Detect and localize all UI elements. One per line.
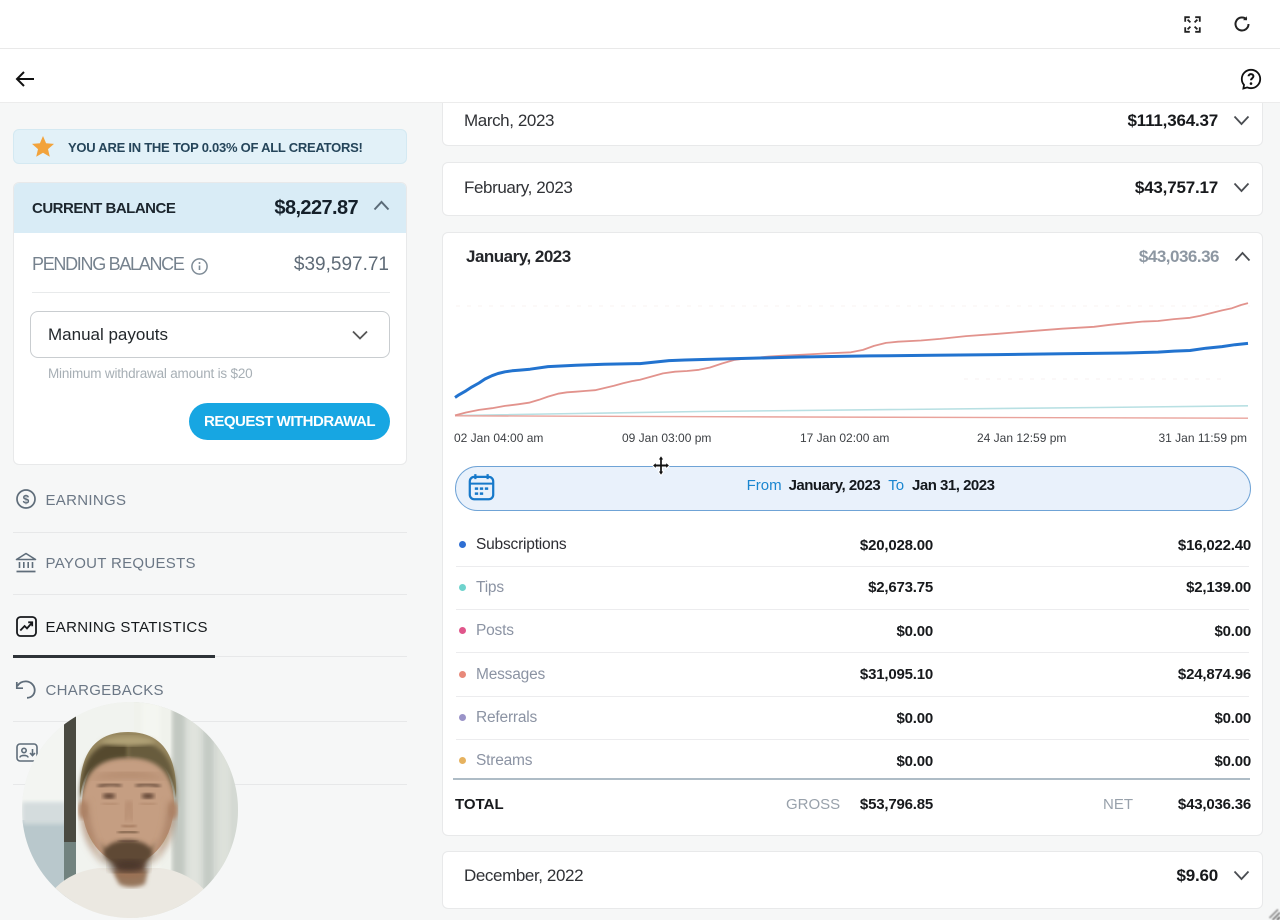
- svg-text:$: $: [23, 492, 30, 506]
